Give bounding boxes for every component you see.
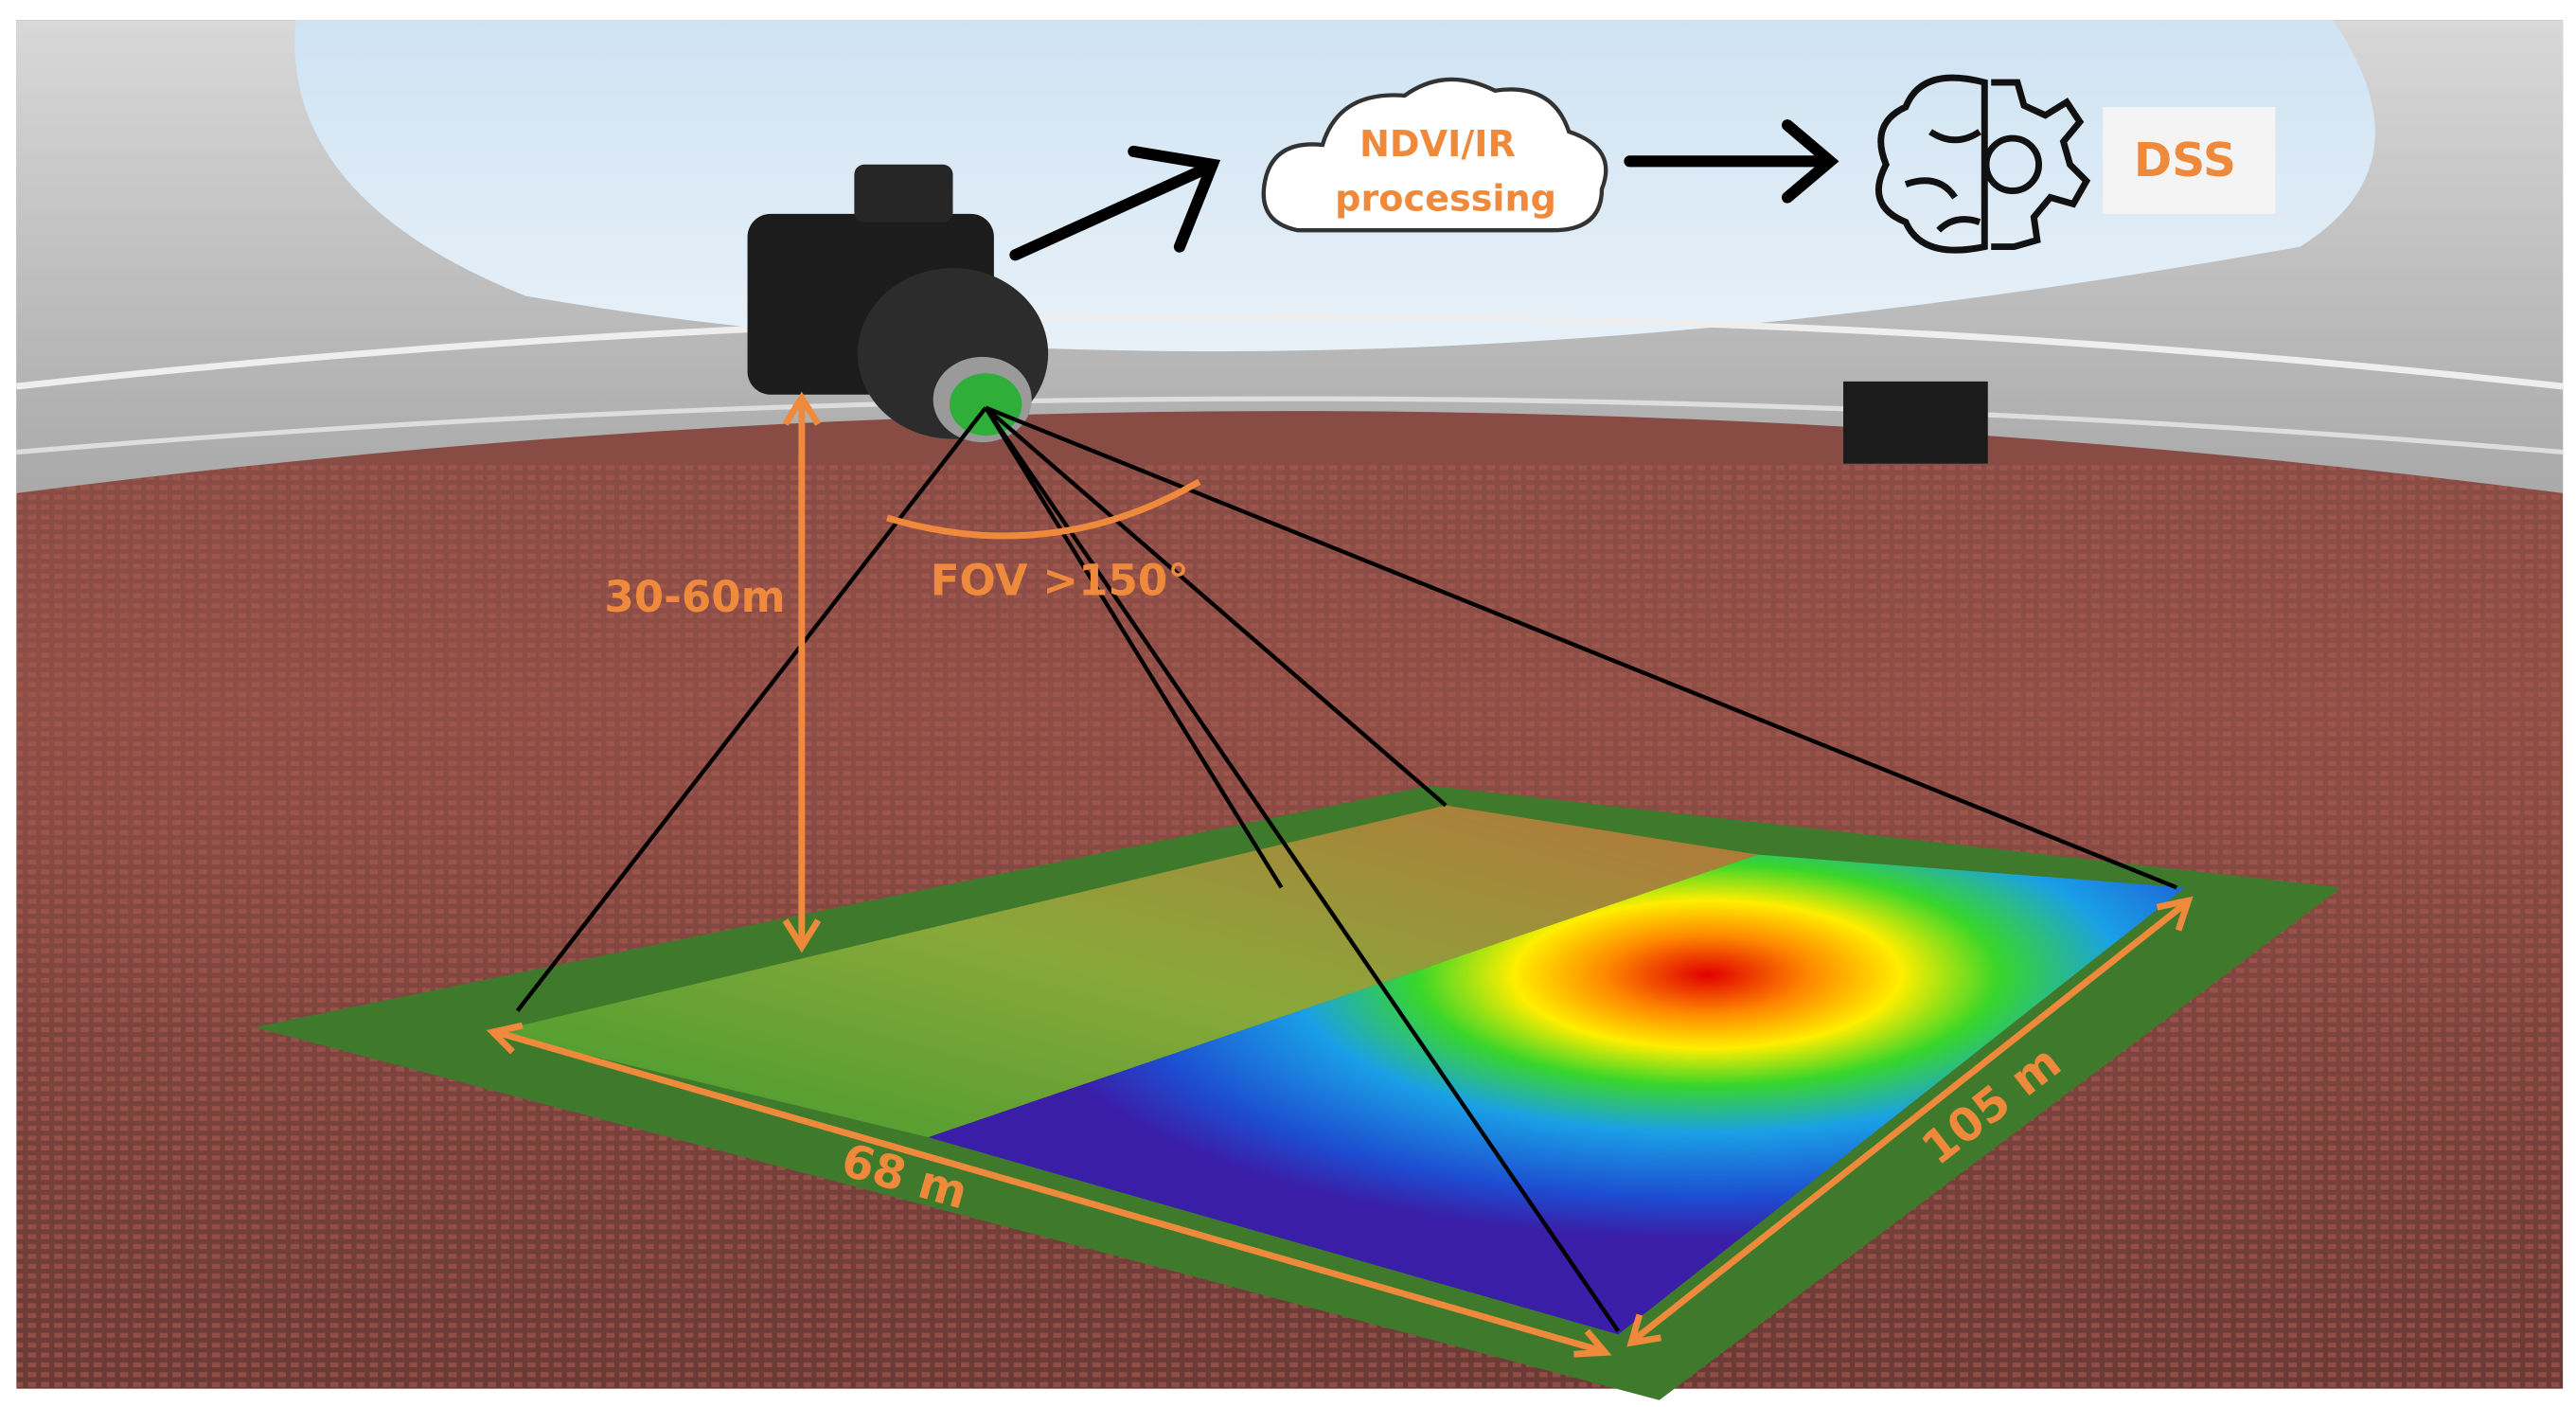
arrow-heads [486,1022,1612,1358]
length-arrow [1632,900,2188,1343]
height-label: 30-60m [604,572,785,622]
cloud [1261,77,1608,233]
roof-truss [15,312,2564,390]
view-line [984,406,1284,889]
cloud-label: NDVI/IR [1359,124,1516,166]
fov-arc [886,478,1201,540]
dimensions [486,391,2194,1358]
view-line [984,405,1448,808]
arrow [1009,162,1214,261]
arrow-heads [782,391,822,953]
brain [1875,74,1988,254]
arrow-heads [1626,896,2194,1347]
gear [1991,79,2091,251]
width-arrow [495,1028,1603,1355]
camera [747,164,1049,443]
view-lines [515,405,2178,1333]
arrow-head [1128,145,1221,253]
camera-prism [854,164,953,223]
gear-hub [1982,134,2043,195]
flow-arrows [1009,119,1839,261]
cloud-label: processing [1335,178,1556,220]
dss-label: DSS [2134,134,2236,187]
roof-truss [16,396,2564,455]
fov-label: FOV >150° [931,555,1189,605]
ndvi-image [492,805,1758,1138]
arrow-head [1781,119,1839,204]
view-line [515,406,987,1012]
brain-folds [1904,129,1981,233]
lens-glass [950,373,1022,436]
view-line [984,406,1621,1333]
dss-box [2103,107,2276,214]
scoreboard [1843,381,1988,464]
brain-gear-icon [1875,74,2091,254]
heatmap [928,854,2185,1335]
